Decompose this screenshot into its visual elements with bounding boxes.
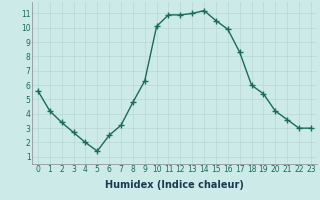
X-axis label: Humidex (Indice chaleur): Humidex (Indice chaleur)	[105, 180, 244, 190]
